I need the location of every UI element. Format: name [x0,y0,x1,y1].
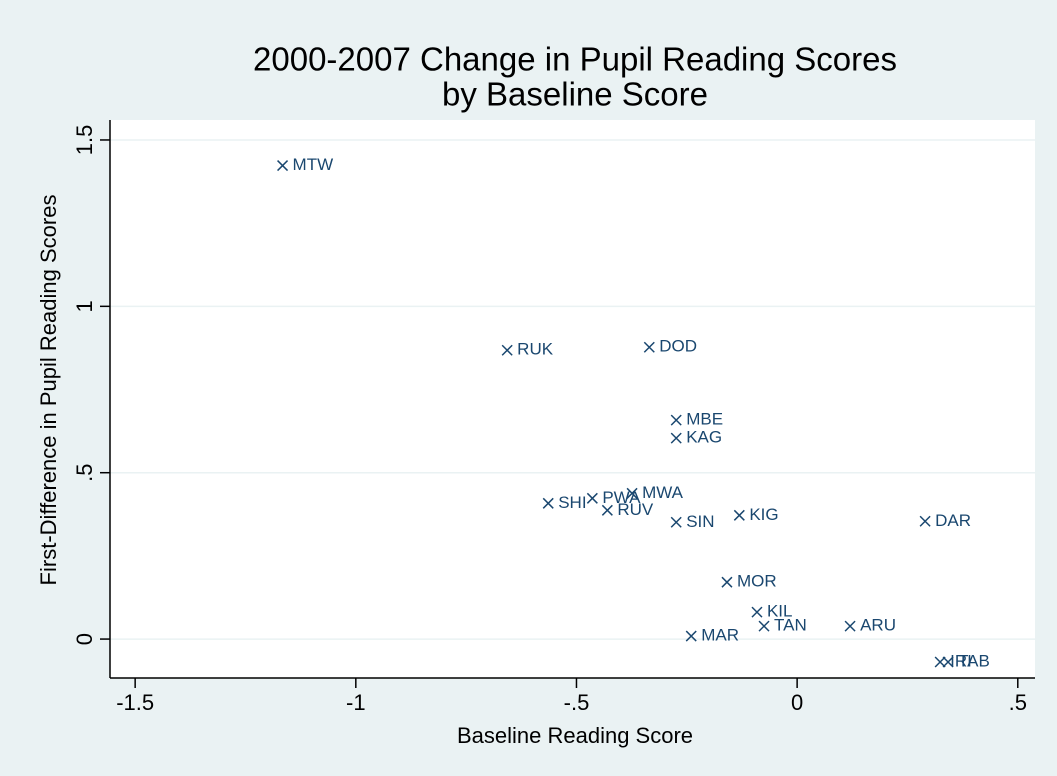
marker [685,630,697,642]
marker [670,414,682,426]
x-tick-label: .5 [1009,690,1027,715]
point-label: MWA [642,483,684,502]
point-label: KAG [686,428,722,447]
point-label: IRI [950,652,972,671]
plot-area [110,120,1035,678]
point-label: MTW [293,155,334,174]
marker [643,341,655,353]
x-tick-label: -.5 [564,690,590,715]
point-label: DOD [659,337,697,356]
point-label: SHI [558,493,586,512]
point-label: MAR [701,626,739,645]
point-label: RUK [517,340,554,359]
point-label: RUV [617,500,654,519]
marker [919,515,931,527]
marker [626,487,638,499]
marker [758,620,770,632]
point-label: MOR [737,572,777,591]
chart-title: by Baseline Score [442,76,708,113]
x-tick-label: -1.5 [116,690,154,715]
x-axis-label: Baseline Reading Score [457,723,693,748]
marker [670,432,682,444]
y-tick-label: 0 [72,633,97,645]
y-tick-label: .5 [72,464,97,482]
marker [942,656,954,668]
chart-title: 2000-2007 Change in Pupil Reading Scores [253,41,897,78]
x-tick-label: 0 [791,690,803,715]
marker [542,497,554,509]
y-axis-label: First-Difference in Pupil Reading Scores [36,195,61,586]
y-tick-label: 1.5 [72,125,97,156]
marker [721,576,733,588]
marker [844,620,856,632]
x-tick-label: -1 [346,690,366,715]
point-label: SIN [686,512,714,531]
marker [277,160,289,172]
marker [601,504,613,516]
point-label: MBE [686,410,723,429]
y-tick-label: 1 [72,300,97,312]
marker [501,344,513,356]
point-label: TAN [774,616,807,635]
point-label: KIL [767,602,793,621]
marker [586,492,598,504]
marker [670,516,682,528]
marker [733,509,745,521]
point-label: TAB [958,652,990,671]
marker [934,656,946,668]
point-label: DAR [935,511,971,530]
point-label: ARU [860,616,896,635]
point-label: KIG [749,505,778,524]
marker [751,606,763,618]
